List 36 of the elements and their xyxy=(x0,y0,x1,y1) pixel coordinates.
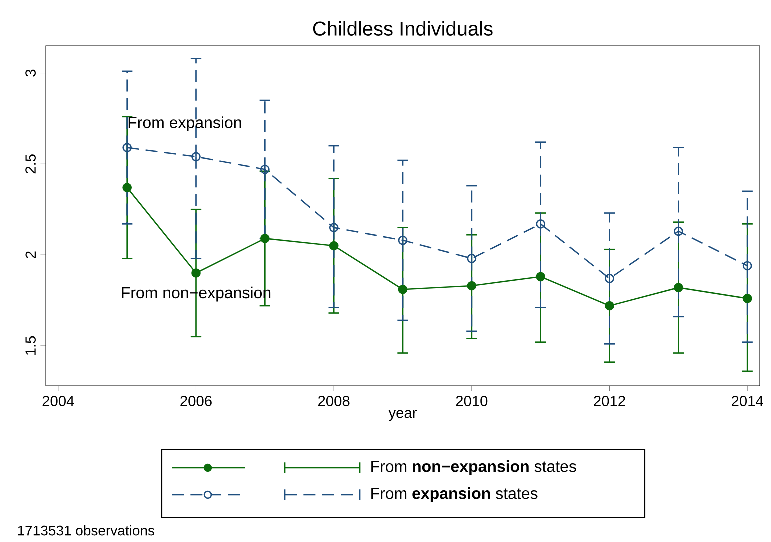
point xyxy=(122,183,132,192)
point xyxy=(260,164,270,174)
y-tick-label: 1.5 xyxy=(26,336,36,356)
point xyxy=(467,254,477,264)
y-tick-label: 3 xyxy=(26,70,36,77)
legend-label: From expansion states xyxy=(372,488,538,502)
x-tick-label: 2008 xyxy=(318,396,350,406)
point xyxy=(536,220,546,229)
point xyxy=(742,294,752,304)
legend-label: From non−expansion states xyxy=(372,460,576,476)
x-tick-label: 2004 xyxy=(42,396,74,406)
point xyxy=(192,152,201,162)
x-tick-label: 2010 xyxy=(456,396,488,406)
point xyxy=(192,268,201,278)
x-axis-title: year xyxy=(388,410,418,422)
point xyxy=(329,241,339,251)
point xyxy=(536,272,546,282)
point xyxy=(605,301,614,311)
point xyxy=(122,143,132,152)
point xyxy=(398,284,408,294)
x-tick-label: 2006 xyxy=(180,396,212,406)
point xyxy=(467,281,477,291)
annotation: From expansion xyxy=(128,116,242,132)
point xyxy=(398,236,408,246)
chart-title: Childless Individuals xyxy=(313,21,493,36)
point xyxy=(742,261,752,271)
point xyxy=(674,283,684,292)
y-tick-label: 2 xyxy=(26,252,36,258)
y-tick-label: 2.5 xyxy=(26,154,36,174)
point xyxy=(329,223,339,232)
text: 1713531 observations xyxy=(18,525,154,536)
x-tick-label: 2012 xyxy=(594,396,626,406)
point xyxy=(260,234,270,244)
point xyxy=(674,226,684,236)
x-tick-label: 2014 xyxy=(732,396,764,406)
point xyxy=(605,274,614,284)
